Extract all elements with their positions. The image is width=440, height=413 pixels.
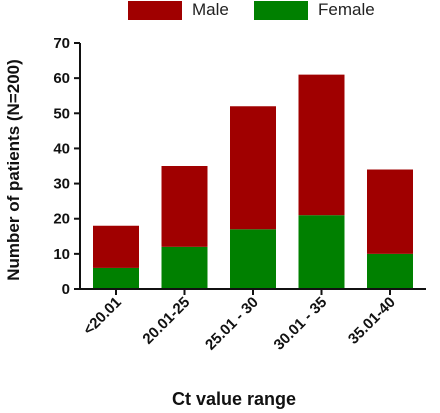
y-tick-label-10: 10 [53, 246, 70, 263]
bar-female-1 [161, 246, 208, 289]
x-tick-label-4: 35.01-40 [345, 294, 399, 348]
legend-swatch-female [254, 0, 308, 20]
legend-item-male: Male [128, 0, 229, 20]
bar-male-0 [93, 225, 139, 268]
bars-group [93, 74, 413, 289]
y-tick-label-20: 20 [53, 211, 70, 228]
y-tick-label-70: 70 [53, 35, 70, 52]
y-tick-label-0: 0 [62, 281, 70, 298]
y-tick-label-30: 30 [53, 176, 70, 193]
y-tick-label-40: 40 [53, 140, 70, 157]
legend-item-female: Female [254, 0, 375, 20]
bar-male-4 [367, 169, 413, 254]
x-axis-title: Ct value range [172, 389, 296, 409]
x-tick-label-1: 20.01-25 [139, 294, 193, 348]
bar-female-0 [93, 267, 139, 289]
bar-female-4 [367, 253, 413, 289]
chart-legend: Male Female [0, 0, 440, 26]
bar-female-2 [230, 229, 276, 289]
legend-label-female: Female [318, 0, 375, 19]
bar-male-2 [230, 106, 276, 230]
bar-male-3 [298, 74, 345, 216]
bar-female-3 [298, 215, 345, 289]
y-axis-title: Number of patients (N=200) [4, 59, 23, 281]
x-tick-label-3: 30.01 - 35 [271, 294, 331, 354]
y-tick-label-50: 50 [53, 105, 70, 122]
legend-label-male: Male [192, 0, 229, 19]
legend-swatch-male [128, 0, 182, 20]
x-tick-label-0: <20.01 [80, 294, 125, 339]
y-tick-label-60: 60 [53, 70, 70, 87]
x-tick-label-2: 25.01 - 30 [202, 294, 262, 354]
bar-male-1 [161, 166, 208, 247]
